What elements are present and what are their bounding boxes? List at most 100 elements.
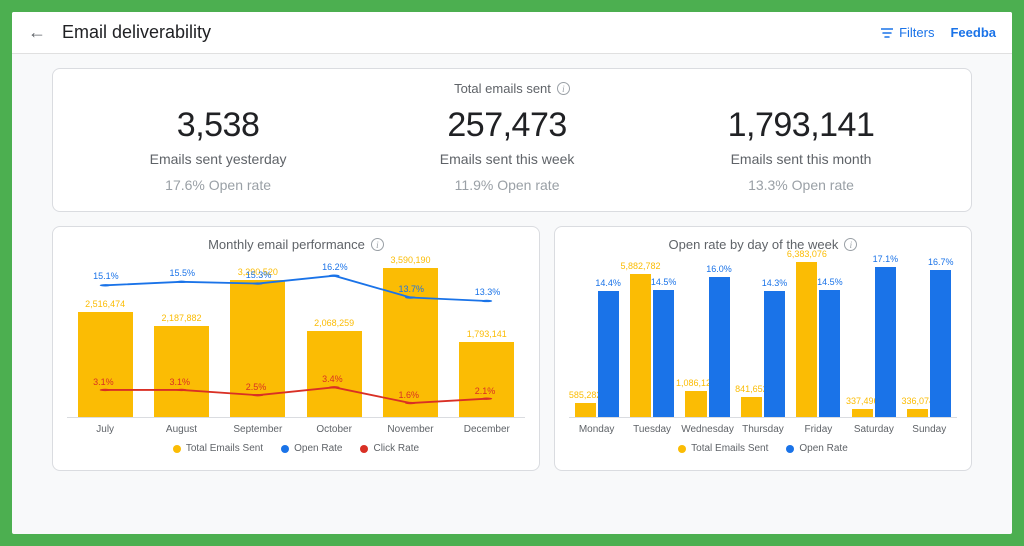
line-point-label: 13.3% [475,287,501,297]
stat-value: 3,538 [150,106,287,145]
bar-value-label: 6,383,076 [787,249,827,259]
content-area: Total emails sent i 3,538 Emails sent ye… [12,54,1012,534]
line-point-label: 2.5% [246,382,267,392]
line-point-label: 16.2% [322,262,348,272]
info-icon[interactable]: i [844,238,857,251]
line-point-label: 2.1% [475,386,496,396]
bar-value-label: 841,652 [735,384,768,394]
stat-value: 257,473 [440,106,575,145]
x-axis-label: Saturday [846,418,901,435]
legend-label: Click Rate [373,443,419,454]
info-icon[interactable]: i [371,238,384,251]
legend-label: Open Rate [799,443,847,454]
x-axis-label: September [220,418,296,435]
stat-block: 257,473 Emails sent this week 11.9% Open… [430,104,585,195]
bar-value-label: 17.1% [873,254,899,264]
bar-blue: 16.0% [709,277,730,417]
legend-label: Total Emails Sent [186,443,263,454]
x-axis-label: November [372,418,448,435]
back-arrow-icon[interactable]: ← [28,22,46,43]
line-point-label: 3.1% [93,377,114,387]
monthly-chart-area: 2,516,474 2,187,882 3,290,520 2,068,259 … [67,260,525,460]
bar-group: 2,068,259 [296,260,372,417]
x-axis-label: Wednesday [680,418,735,435]
bar-group: 337,496 17.1% [846,260,901,417]
bar-blue: 16.7% [930,270,951,417]
bar-blue: 14.3% [764,291,785,417]
app-root: ← Email deliverability Filters Feedba To… [12,12,1012,534]
bar-value-label: 2,187,882 [161,313,201,323]
legend-dot-icon [786,445,794,453]
stat-subtext: 11.9% Open rate [440,177,575,193]
bar-yellow: 6,383,076 [796,262,817,417]
legend-dot-icon [360,445,368,453]
page-title: Email deliverability [62,22,881,43]
charts-row: Monthly email performance i 2,516,474 2,… [52,226,972,471]
line-point-label: 3.4% [322,374,343,384]
bar-group: 841,652 14.3% [735,260,790,417]
line-point-label: 13.7% [398,284,424,294]
bar-group: 336,074 16.7% [902,260,957,417]
stat-label: Emails sent this month [728,151,875,167]
bar-value-label: 337,496 [846,396,879,406]
weekly-x-axis: MondayTuesdayWednesdayThursdayFridaySatu… [569,418,957,435]
bar-group: 2,516,474 [67,260,143,417]
line-point-label: 3.1% [169,377,190,387]
bar-yellow: 337,496 [852,409,873,417]
bar-value-label: 14.3% [762,278,788,288]
bar-value-label: 16.7% [928,257,954,267]
legend-label: Open Rate [294,443,342,454]
x-axis-label: Sunday [902,418,957,435]
legend-item: Click Rate [360,443,419,454]
line-point-label: 15.5% [169,268,195,278]
filters-label: Filters [899,25,934,40]
filters-button[interactable]: Filters [881,25,934,40]
bar-value-label: 14.4% [595,278,621,288]
monthly-x-axis: JulyAugustSeptemberOctoberNovemberDecemb… [67,418,525,435]
bar-group: 2,187,882 [143,260,219,417]
x-axis-label: December [449,418,525,435]
x-axis-label: July [67,418,143,435]
monthly-legend: Total Emails Sent Open Rate Click Rate [67,443,525,454]
bar-value-label: 16.0% [706,264,732,274]
bar-value-label: 14.5% [651,277,677,287]
card-title: Total emails sent i [73,81,951,96]
page-header: ← Email deliverability Filters Feedba [12,12,1012,54]
bar-group: 585,282 14.4% [569,260,624,417]
bar: 2,187,882 [154,326,209,417]
bar-blue: 14.5% [819,290,840,417]
stat-subtext: 17.6% Open rate [150,177,287,193]
stat-block: 1,793,141 Emails sent this month 13.3% O… [718,104,885,195]
bar-value-label: 3,590,190 [390,255,430,265]
legend-item: Total Emails Sent [173,443,263,454]
bar-blue: 14.5% [653,290,674,417]
weekly-chart-area: 585,282 14.4% 5,882,782 14.5% 1,086,125 … [569,260,957,460]
line-point-label: 15.1% [93,271,119,281]
weekly-plot: 585,282 14.4% 5,882,782 14.5% 1,086,125 … [569,260,957,418]
bar-yellow: 336,074 [907,409,928,417]
bar-value-label: 585,282 [569,390,602,400]
info-icon[interactable]: i [557,82,570,95]
legend-item: Open Rate [281,443,342,454]
monthly-performance-card: Monthly email performance i 2,516,474 2,… [52,226,540,471]
stat-value: 1,793,141 [728,106,875,145]
stat-label: Emails sent this week [440,151,575,167]
line-point-label: 1.6% [398,390,419,400]
bar-yellow: 585,282 [575,403,596,417]
x-axis-label: Monday [569,418,624,435]
weekly-legend: Total Emails Sent Open Rate [569,443,957,454]
bar-value-label: 336,074 [901,396,934,406]
bar-value-label: 1,793,141 [467,329,507,339]
monthly-plot: 2,516,474 2,187,882 3,290,520 2,068,259 … [67,260,525,418]
bar: 3,290,520 [230,280,285,417]
stat-subtext: 13.3% Open rate [728,177,875,193]
feedback-link[interactable]: Feedba [950,25,996,40]
line-point-label: 15.3% [246,270,272,280]
bar-value-label: 14.5% [817,277,843,287]
bar-group: 3,290,520 [220,260,296,417]
weekly-card-title: Open rate by day of the week i [569,237,957,252]
bar: 2,516,474 [78,312,133,417]
bar-yellow: 1,086,125 [685,391,706,417]
bar-value-label: 5,882,782 [621,261,661,271]
legend-dot-icon [678,445,686,453]
